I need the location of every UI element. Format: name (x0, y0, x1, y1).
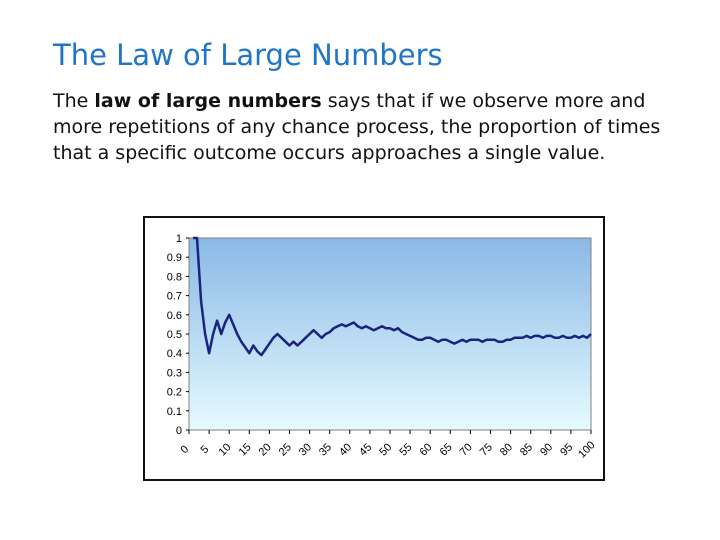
y-tick-label: 0.9 (167, 252, 182, 264)
y-tick-label: 1 (176, 233, 182, 245)
x-tick-label: 30 (297, 441, 314, 458)
x-tick-label: 70 (458, 441, 475, 458)
y-tick-label: 0 (176, 425, 182, 437)
body-prefix: The (53, 90, 95, 112)
body-bold-term: law of large numbers (94, 90, 322, 112)
chart-frame: 0 0.1 0.2 0.3 0.4 0.5 0.6 0.7 0.8 0.9 1 0 5 10 15 20 25 3… (143, 216, 605, 481)
axes (186, 237, 592, 434)
x-tick-label: 50 (377, 441, 394, 458)
body-suffix: says that if we observe more and more re… (53, 90, 661, 164)
x-tick-label: 45 (357, 441, 374, 458)
x-tick-label: 90 (538, 441, 555, 458)
x-tick-label: 65 (438, 441, 455, 458)
x-tick-label: 20 (257, 441, 274, 458)
x-tick-label: 55 (397, 441, 414, 458)
x-tick-label: 35 (317, 441, 334, 458)
x-tick-label: 25 (277, 441, 294, 458)
x-tick-label: 10 (217, 441, 234, 458)
y-tick-label: 0.2 (167, 387, 182, 399)
y-tick-label: 0.7 (167, 291, 182, 303)
x-tick-label: 85 (518, 441, 535, 458)
x-tick-label: 95 (558, 441, 575, 458)
slide-body: The law of large numbers says that if we… (53, 88, 673, 166)
slide-title: The Law of Large Numbers (53, 38, 443, 72)
y-tick-label: 0.5 (167, 329, 182, 341)
x-tick-label: 40 (337, 441, 354, 458)
x-tick-label: 15 (237, 441, 254, 458)
plot-area (188, 237, 592, 431)
x-tick-label: 0 (178, 443, 191, 456)
x-tick-label: 75 (478, 441, 495, 458)
y-tick-label: 0.4 (167, 348, 182, 360)
x-tick-label: 80 (498, 441, 515, 458)
x-tick-label: 5 (199, 443, 212, 456)
series-line (193, 236, 592, 357)
y-tick-label: 0.1 (167, 406, 182, 418)
y-tick-label: 0.3 (167, 367, 182, 379)
x-tick-label: 60 (418, 441, 435, 458)
y-tick-label: 0.8 (167, 271, 182, 283)
x-tick-label: 100 (576, 439, 597, 460)
y-tick-label: 0.6 (167, 310, 182, 322)
line-chart: 00.10.20.30.40.50.60.70.80.910 5 10 15 20 25 3… (167, 233, 598, 461)
